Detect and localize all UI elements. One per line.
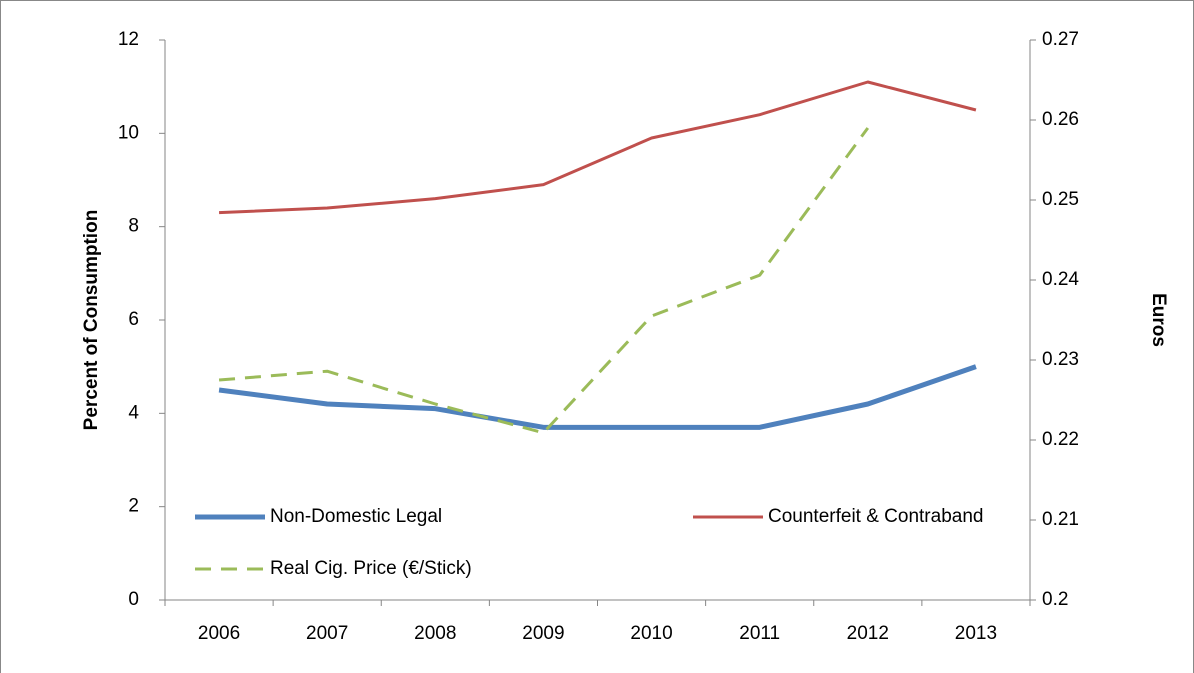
x-tick-label: 2012 — [847, 623, 889, 644]
y-tick-label: 4 — [128, 402, 139, 423]
y2-tick-label: 0.25 — [1042, 189, 1079, 210]
y2-tick-label: 0.26 — [1042, 109, 1079, 130]
series-line — [218, 127, 870, 435]
y-tick-label: 6 — [128, 309, 139, 330]
series-line — [218, 80, 977, 215]
y2-tick-label: 0.27 — [1042, 29, 1079, 50]
y2-tick-label: 0.24 — [1042, 269, 1079, 290]
y2-tick-label: 0.23 — [1042, 349, 1079, 370]
x-tick-label: 2006 — [198, 623, 240, 644]
x-tick-label: 2011 — [739, 623, 780, 644]
x-tick-label: 2009 — [522, 623, 564, 644]
x-tick-label: 2008 — [414, 623, 456, 644]
y2-tick-label: 0.21 — [1042, 509, 1079, 530]
y-tick-label: 12 — [118, 29, 139, 50]
y-axis-title: Percent of Consumption — [81, 210, 102, 431]
legend-label: Real Cig. Price (€/Stick) — [270, 558, 472, 579]
y-tick-label: 8 — [128, 216, 139, 237]
y2-tick-label: 0.2 — [1042, 589, 1068, 610]
x-tick-label: 2007 — [306, 623, 348, 644]
y2-axis-title: Euros — [1148, 293, 1169, 347]
y-tick-label: 0 — [128, 589, 139, 610]
legend-label: Non-Domestic Legal — [270, 506, 442, 527]
legend-label: Counterfeit & Contraband — [768, 506, 983, 527]
series-line — [218, 364, 977, 430]
x-tick-label: 2013 — [955, 623, 997, 644]
y2-tick-label: 0.22 — [1042, 429, 1079, 450]
y-tick-label: 2 — [128, 496, 139, 517]
x-tick-label: 2010 — [630, 623, 672, 644]
y-tick-label: 10 — [118, 122, 139, 143]
